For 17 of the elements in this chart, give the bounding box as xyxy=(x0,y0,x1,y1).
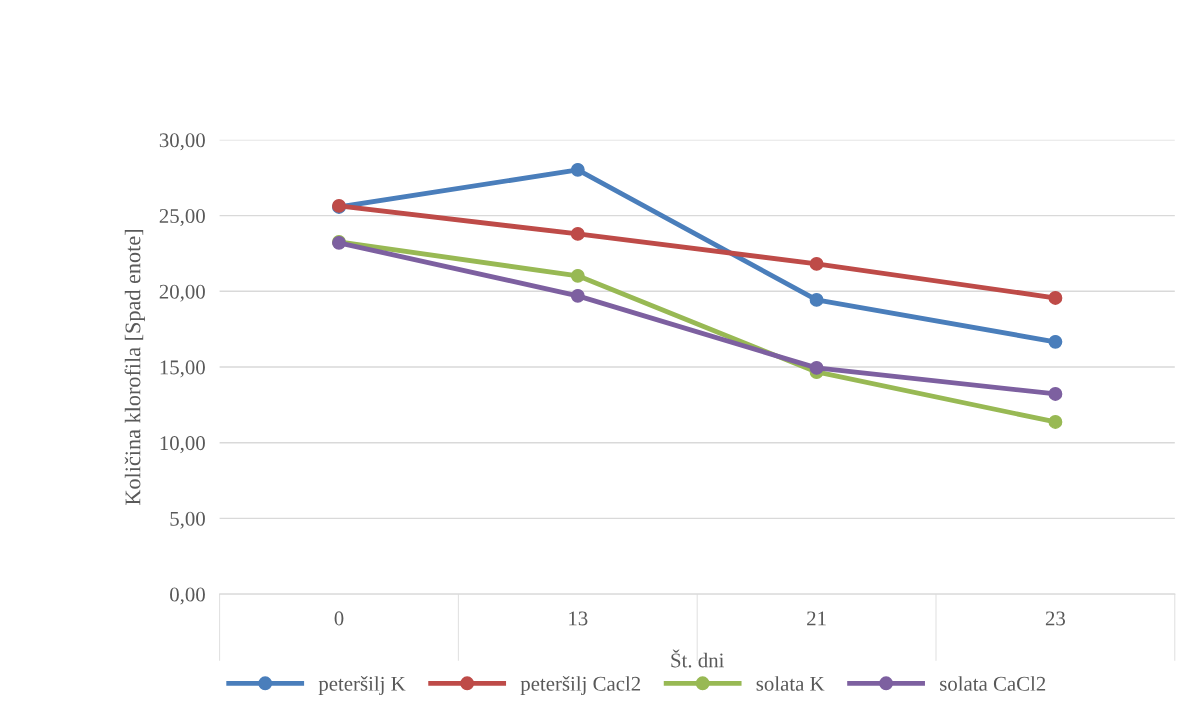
y-tick-label: 5,00 xyxy=(170,511,205,529)
legend-label: solata CaCl2 xyxy=(940,676,1046,691)
x-tick-label: 0 xyxy=(334,611,344,626)
y-tick-label: 20,00 xyxy=(159,284,205,302)
x-tick-label: 21 xyxy=(807,611,826,626)
y-tick-label: 0,00 xyxy=(170,587,205,605)
y-tick-label: 25,00 xyxy=(159,208,205,227)
y-tick-label: 10,00 xyxy=(160,436,205,454)
x-axis-title: Št. dni xyxy=(671,649,725,668)
legend-label: peteršilj K xyxy=(318,676,406,696)
legend-label: solata K xyxy=(756,676,825,691)
x-tick-label: 23 xyxy=(1045,611,1065,626)
x-tick-label: 13 xyxy=(569,611,588,626)
y-tick-label: 15,00 xyxy=(160,360,205,378)
y-axis-title: Količina klorofila [Spad enote] xyxy=(124,230,145,505)
legend-label: peteršilj Cacl2 xyxy=(520,676,641,696)
y-tick-label: 30,00 xyxy=(159,133,205,151)
